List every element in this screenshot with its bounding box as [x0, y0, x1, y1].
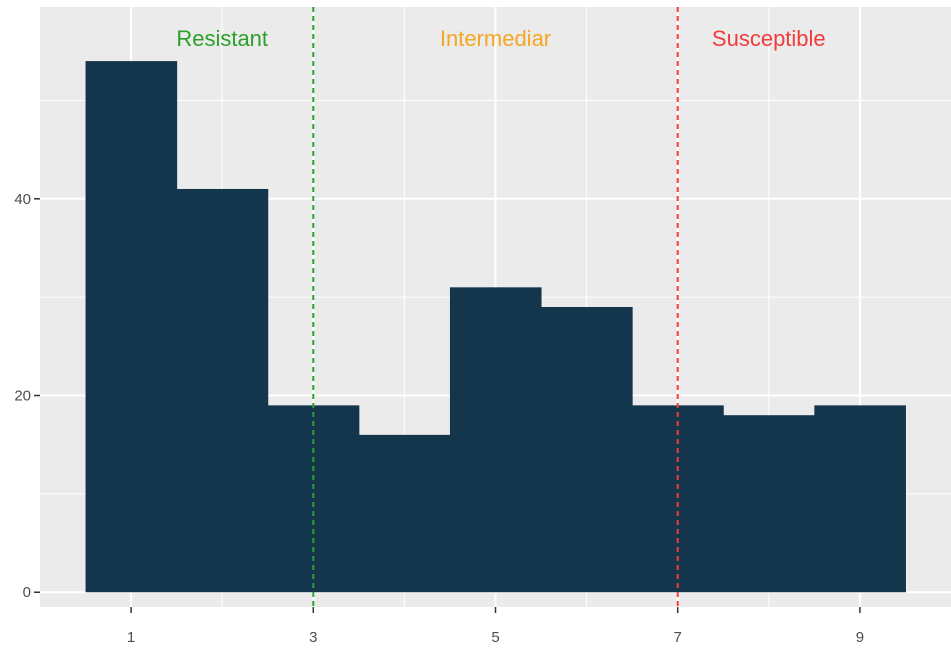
x-tick-label: 3 [309, 629, 317, 646]
bar [85, 61, 178, 593]
bar [632, 405, 724, 593]
region-label: Susceptible [712, 26, 826, 51]
x-tick-label: 5 [491, 629, 499, 646]
bar [176, 188, 269, 593]
x-tick-label: 7 [674, 629, 682, 646]
x-tick-label: 1 [127, 629, 135, 646]
x-tick-label: 9 [856, 629, 864, 646]
x-axis: 1 3 5 7 9 [127, 607, 864, 646]
y-tick-label: 40 [14, 191, 31, 208]
region-labels: Resistant Intermediar Susceptible [176, 26, 825, 51]
y-tick-label: 20 [14, 388, 31, 405]
bar [814, 405, 906, 593]
y-axis: 0 20 40 [14, 191, 40, 601]
bar [723, 415, 815, 593]
region-label: Intermediar [440, 26, 551, 51]
bar [267, 405, 360, 593]
bar [449, 287, 542, 593]
region-label: Resistant [176, 26, 268, 51]
bars [85, 61, 906, 593]
bar [358, 434, 451, 593]
bar [541, 307, 633, 593]
threshold-lines [312, 7, 679, 607]
y-tick-label: 0 [23, 584, 31, 601]
